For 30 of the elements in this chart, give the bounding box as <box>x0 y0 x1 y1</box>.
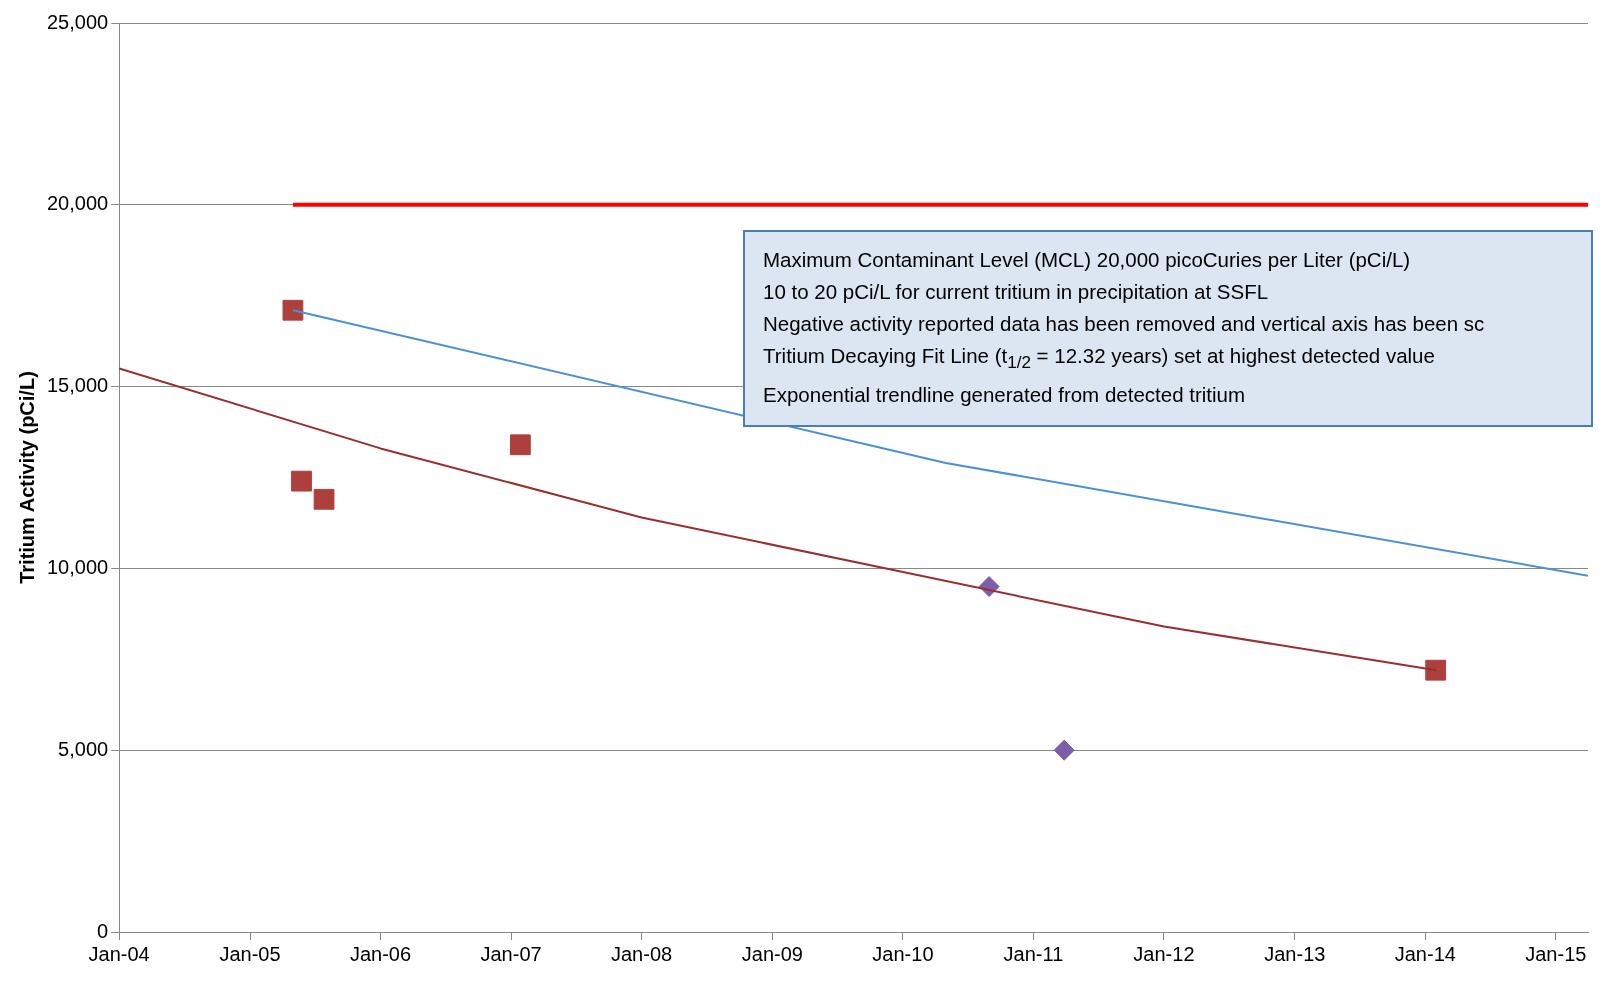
annotation: Maximum Contaminant Level (MCL) 20,000 picoCuries per Liter (pCi/L) <box>763 247 1412 273</box>
x-tick-label: Jan-10 <box>872 942 934 965</box>
point <box>1053 739 1075 761</box>
x-tick-label: Jan-15 <box>1525 942 1587 965</box>
y-tick-label: 25,000 <box>47 10 109 33</box>
annotation: 10 to 20 pCi/L for current tritium in precipitation at SSFL <box>763 279 1270 305</box>
x-tick-label: Jan-11 <box>1003 942 1064 965</box>
y-tick-label: 15,000 <box>47 374 109 397</box>
point <box>282 299 304 321</box>
x-tick-label: Jan-14 <box>1394 942 1456 965</box>
x-tick-label: Jan-07 <box>480 942 542 965</box>
x-tick-label: Jan-04 <box>88 942 150 965</box>
point <box>313 488 335 510</box>
y-tick-label: 20,000 <box>47 192 109 215</box>
point <box>1425 659 1447 681</box>
annotation: Exponential trendline generated from detected tritium <box>763 382 1247 409</box>
point <box>291 470 312 492</box>
x-tick-label: Jan-06 <box>349 942 412 965</box>
x-tick-label: Jan-12 <box>1133 942 1195 965</box>
y-tick-label: 0 <box>97 919 109 942</box>
point <box>509 434 531 456</box>
x-tick-label: Jan-08 <box>610 942 673 965</box>
x-tick-label: Jan-09 <box>741 942 803 965</box>
y-tick-label: 10,000 <box>47 555 109 578</box>
annotation: Negative activity reported data has been removed and vertical axis has been sc <box>763 311 1486 337</box>
annotation: Tritium Decaying Fit Line (t$_{1/2}$ = 12.32 years) set at highest detected value <box>763 343 1436 375</box>
x-tick-label: Jan-05 <box>219 942 281 965</box>
y-axis-title: Tritium Activity (pCi/L) <box>15 371 38 584</box>
y-tick-label: 5,000 <box>58 737 109 760</box>
x-tick-label: Jan-13 <box>1264 942 1326 965</box>
